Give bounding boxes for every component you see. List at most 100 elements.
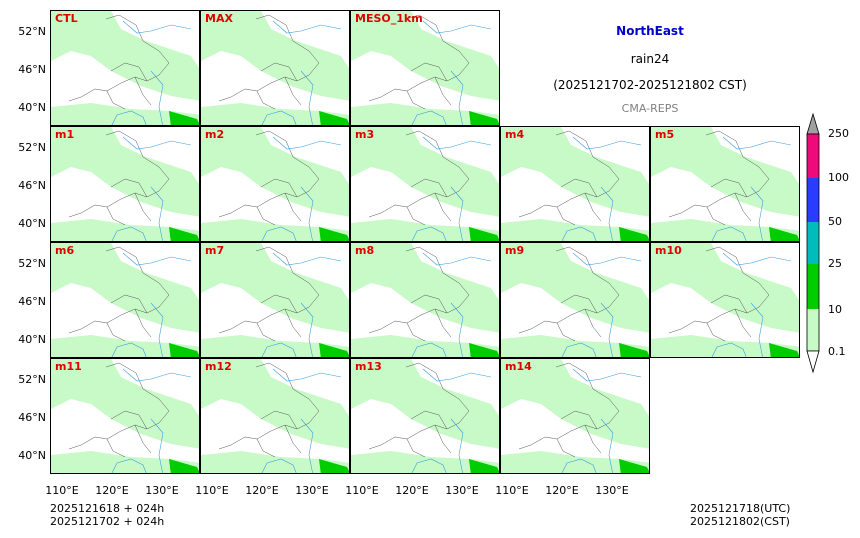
rain-area-light-south — [351, 219, 499, 241]
coast-line — [411, 458, 447, 473]
border-line — [668, 130, 770, 218]
lon-tick-label: 110°E — [45, 484, 79, 497]
map-panel-m3: m3 — [350, 126, 500, 242]
rain-area-light-south — [201, 451, 349, 473]
province-line — [406, 62, 452, 110]
river-line — [722, 252, 792, 357]
lat-tick-label: 52°N — [18, 141, 46, 154]
rain-area-light-south — [351, 103, 499, 125]
border-line — [218, 14, 320, 102]
rain-area-light — [201, 127, 349, 217]
rain-area-light — [201, 11, 349, 101]
panel-label: CTL — [55, 12, 78, 25]
system-title: CMA-REPS — [621, 102, 679, 115]
panel-label: m8 — [355, 244, 375, 257]
colorbar-label-10: 10 — [828, 303, 842, 316]
lon-tick-label: 110°E — [195, 484, 229, 497]
rain-area-light-south — [201, 219, 349, 241]
province-line — [556, 410, 602, 458]
lon-tick-label: 130°E — [595, 484, 629, 497]
panel-label: m9 — [505, 244, 525, 257]
lon-tick-label: 120°E — [545, 484, 579, 497]
lon-tick-label: 120°E — [395, 484, 429, 497]
map-panel-m14: m14 — [500, 358, 650, 474]
coast-line — [711, 226, 747, 241]
panel-label: m6 — [55, 244, 75, 257]
rain-area-moderate — [169, 459, 199, 473]
colorbar-label-01: 0.1 — [828, 345, 846, 358]
border-line — [218, 362, 320, 450]
coast-line — [111, 342, 147, 357]
lat-tick-label: 40°N — [18, 217, 46, 230]
lon-tick-label: 120°E — [95, 484, 129, 497]
rain-area-light — [201, 359, 349, 449]
map-panel-m8: m8 — [350, 242, 500, 358]
coast-line — [261, 226, 297, 241]
lon-tick-label: 120°E — [245, 484, 279, 497]
rain-area-moderate — [469, 459, 499, 473]
lon-tick-label: 130°E — [145, 484, 179, 497]
map-panel-m1: m1 — [50, 126, 200, 242]
period-title: (2025121702-2025121802 CST) — [553, 78, 747, 92]
coast-line — [111, 110, 147, 125]
coast-line — [411, 110, 447, 125]
colorbar-bin-50-100 — [807, 178, 819, 222]
rain-area-moderate — [469, 227, 499, 241]
rain-area-light — [51, 243, 199, 333]
province-line — [406, 294, 452, 342]
map-panel-m2: m2 — [200, 126, 350, 242]
map-panel-m10: m10 — [650, 242, 800, 358]
lat-tick-label: 40°N — [18, 449, 46, 462]
colorbar-label-50: 50 — [828, 215, 842, 228]
map-panel-m7: m7 — [200, 242, 350, 358]
coast-line — [561, 226, 597, 241]
border-line — [68, 14, 170, 102]
valid-time-cst: 2025121802(CST) — [690, 515, 790, 528]
province-line — [106, 294, 152, 342]
coast-line — [111, 458, 147, 473]
province-line — [406, 410, 452, 458]
rain-area-light-south — [651, 335, 799, 357]
rain-area-light — [651, 243, 799, 333]
panel-label: m11 — [55, 360, 82, 373]
colorbar — [806, 112, 820, 374]
lon-tick-label: 130°E — [445, 484, 479, 497]
rain-area-light — [51, 359, 199, 449]
lat-tick-label: 40°N — [18, 333, 46, 346]
panel-label: m13 — [355, 360, 382, 373]
coast-line — [261, 110, 297, 125]
border-line — [518, 362, 620, 450]
rain-area-light — [351, 11, 499, 101]
province-line — [256, 178, 302, 226]
province-line — [106, 178, 152, 226]
coast-line — [411, 226, 447, 241]
lon-tick-label: 110°E — [345, 484, 379, 497]
lat-tick-label: 46°N — [18, 411, 46, 424]
province-line — [106, 410, 152, 458]
border-line — [368, 362, 470, 450]
river-line — [122, 136, 192, 241]
rain-area-light-south — [51, 451, 199, 473]
border-line — [518, 130, 620, 218]
rain-area-light-south — [201, 335, 349, 357]
rain-area-moderate — [319, 459, 349, 473]
border-line — [368, 14, 470, 102]
lat-tick-label: 46°N — [18, 179, 46, 192]
rain-area-light-south — [351, 451, 499, 473]
panel-label: m4 — [505, 128, 525, 141]
border-line — [668, 246, 770, 334]
coast-line — [711, 342, 747, 357]
river-line — [722, 136, 792, 241]
panel-label: m10 — [655, 244, 682, 257]
colorbar-bin-25-50 — [807, 222, 819, 264]
init-time-cst: 2025121702 + 024h — [50, 515, 165, 528]
region-title: NorthEast — [616, 24, 684, 38]
colorbar-bin-01-10 — [807, 309, 819, 351]
province-line — [706, 294, 752, 342]
river-line — [422, 20, 492, 125]
colorbar-bin-100-250 — [807, 134, 819, 178]
map-panel-m11: m11 — [50, 358, 200, 474]
coast-line — [561, 342, 597, 357]
rain-area-light — [501, 127, 649, 217]
colorbar-bin-10-25 — [807, 264, 819, 309]
